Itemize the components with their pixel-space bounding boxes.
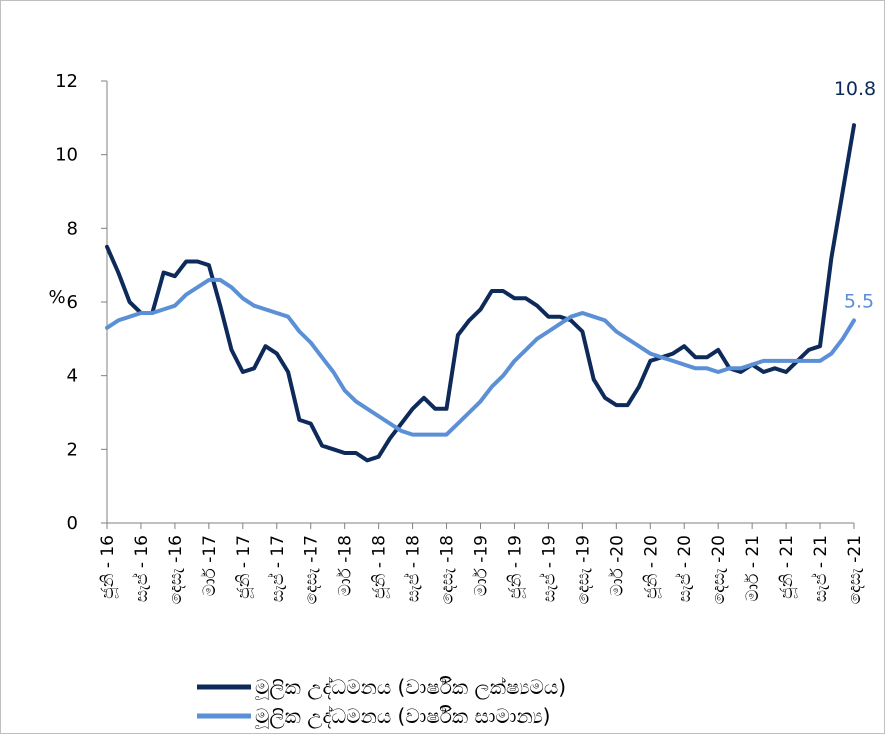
x-tick-label: දෙසැ -18	[438, 535, 458, 604]
x-tick-label: මාර් -18	[336, 535, 356, 596]
x-tick-label: සැප් - 20	[675, 535, 695, 602]
end-label-annual-average: 5.5	[844, 290, 874, 312]
y-tick-label: 0	[67, 513, 78, 534]
legend-label-annual-average: මූලික උද්ධමනය (වාර්ෂික සාමාන්‍ය)	[254, 704, 550, 730]
y-axis-ticks: 0 2 4 6 8 10 12	[55, 71, 107, 534]
legend: මූලික උද්ධමනය (වාර්ෂික ලක්ෂ්‍යමය) මූලික උ…	[197, 675, 566, 730]
y-tick-label: 12	[55, 71, 78, 92]
y-axis-label: %	[48, 287, 65, 308]
x-tick-label: සැප් - 21	[811, 535, 831, 602]
x-tick-label: මාර් -19	[472, 535, 492, 596]
x-tick-label: දෙසැ -17	[302, 535, 322, 604]
x-tick-label: දෙසැ -19	[573, 535, 593, 604]
x-tick-label: ජූනි - 16	[98, 535, 118, 599]
x-tick-label: ජූනි - 21	[777, 535, 797, 599]
series-line-point-to-point	[105, 123, 856, 463]
y-tick-label: 10	[55, 145, 78, 166]
x-tick-label: සැප් - 19	[539, 535, 559, 602]
x-tick-label: මාර් - 21	[743, 535, 763, 602]
y-tick-label: 8	[67, 218, 78, 239]
x-tick-label: මාර් -17	[200, 535, 220, 596]
end-labels: 10.8 5.5	[834, 78, 876, 312]
x-tick-label: ජූනි - 17	[234, 535, 254, 599]
series-line-annual-average	[105, 277, 856, 437]
x-tick-label: ජූනි - 19	[505, 535, 525, 599]
x-tick-label: දෙසැ -16	[166, 535, 186, 604]
x-tick-label: දෙසැ -21	[845, 535, 865, 604]
x-tick-label: ජූනි - 18	[370, 535, 390, 599]
end-label-point-to-point: 10.8	[834, 78, 876, 100]
y-tick-label: 4	[67, 366, 78, 387]
x-tick-label: දෙසැ -20	[709, 535, 729, 604]
x-tick-label: සැප් - 17	[268, 535, 288, 602]
x-tick-label: සැප් - 18	[403, 535, 423, 602]
series-lines	[105, 123, 856, 463]
x-tick-label: මාර් -20	[607, 535, 627, 596]
x-tick-label: ජූනි - 20	[641, 535, 661, 599]
x-tick-label: සැප් - 16	[132, 535, 152, 602]
x-axis-ticks: ජූනි - 16 සැප් - 16 දෙසැ -16 මාර් -17 ජූනි -…	[98, 523, 865, 604]
y-tick-label: 2	[67, 439, 78, 460]
legend-label-point-to-point: මූලික උද්ධමනය (වාර්ෂික ලක්ෂ්‍යමය)	[254, 675, 566, 701]
y-tick-label: 6	[67, 292, 78, 313]
